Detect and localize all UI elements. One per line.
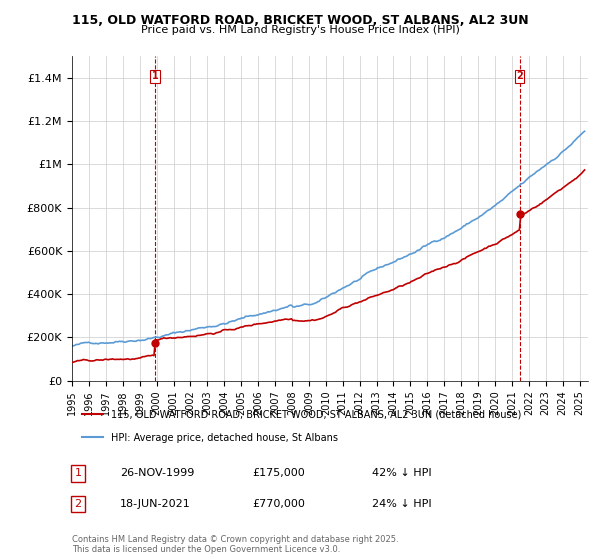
Text: 115, OLD WATFORD ROAD, BRICKET WOOD, ST ALBANS, AL2 3UN: 115, OLD WATFORD ROAD, BRICKET WOOD, ST … xyxy=(71,14,529,27)
Text: 26-NOV-1999: 26-NOV-1999 xyxy=(120,468,194,478)
Text: 18-JUN-2021: 18-JUN-2021 xyxy=(120,499,191,509)
Text: 42% ↓ HPI: 42% ↓ HPI xyxy=(372,468,431,478)
Text: 115, OLD WATFORD ROAD, BRICKET WOOD, ST ALBANS, AL2 3UN (detached house): 115, OLD WATFORD ROAD, BRICKET WOOD, ST … xyxy=(110,409,521,419)
Text: Price paid vs. HM Land Registry's House Price Index (HPI): Price paid vs. HM Land Registry's House … xyxy=(140,25,460,35)
Text: £175,000: £175,000 xyxy=(252,468,305,478)
Text: 24% ↓ HPI: 24% ↓ HPI xyxy=(372,499,431,509)
Text: 1: 1 xyxy=(152,71,158,81)
Text: 2: 2 xyxy=(516,71,523,81)
Text: £770,000: £770,000 xyxy=(252,499,305,509)
Text: Contains HM Land Registry data © Crown copyright and database right 2025.
This d: Contains HM Land Registry data © Crown c… xyxy=(72,535,398,554)
Text: 1: 1 xyxy=(74,468,82,478)
Text: HPI: Average price, detached house, St Albans: HPI: Average price, detached house, St A… xyxy=(110,433,338,443)
Text: 2: 2 xyxy=(74,499,82,509)
